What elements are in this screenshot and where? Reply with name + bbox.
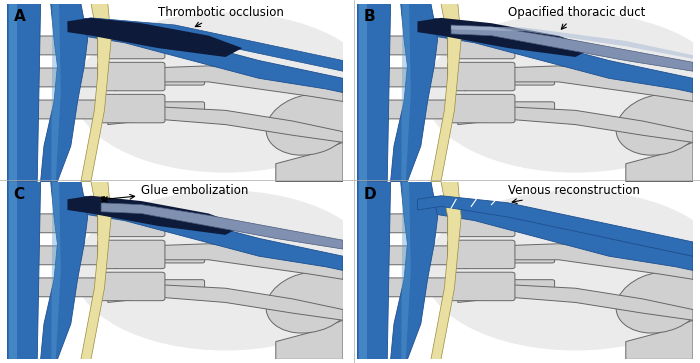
FancyBboxPatch shape — [159, 248, 204, 263]
FancyBboxPatch shape — [21, 278, 107, 297]
Polygon shape — [401, 182, 411, 359]
Ellipse shape — [74, 12, 377, 173]
FancyBboxPatch shape — [509, 38, 554, 53]
Polygon shape — [407, 196, 693, 270]
FancyBboxPatch shape — [371, 214, 457, 233]
Text: Glue embolization: Glue embolization — [107, 184, 248, 199]
FancyBboxPatch shape — [371, 246, 457, 265]
Text: A: A — [14, 9, 25, 24]
FancyBboxPatch shape — [448, 62, 515, 91]
FancyBboxPatch shape — [159, 70, 204, 85]
FancyBboxPatch shape — [21, 214, 107, 233]
FancyBboxPatch shape — [448, 30, 515, 59]
Polygon shape — [465, 66, 693, 101]
Polygon shape — [276, 320, 343, 359]
Ellipse shape — [424, 190, 700, 351]
Polygon shape — [115, 244, 343, 280]
Ellipse shape — [424, 12, 700, 173]
FancyBboxPatch shape — [98, 30, 165, 59]
FancyBboxPatch shape — [98, 240, 165, 269]
Polygon shape — [358, 182, 367, 359]
Polygon shape — [81, 4, 111, 182]
Polygon shape — [67, 18, 343, 71]
FancyBboxPatch shape — [448, 272, 515, 301]
Text: C: C — [14, 187, 24, 202]
Polygon shape — [7, 4, 41, 182]
FancyBboxPatch shape — [159, 102, 204, 117]
FancyBboxPatch shape — [509, 216, 554, 231]
FancyBboxPatch shape — [159, 216, 204, 231]
FancyBboxPatch shape — [371, 68, 457, 87]
FancyBboxPatch shape — [21, 36, 107, 55]
Polygon shape — [108, 285, 343, 320]
FancyBboxPatch shape — [98, 94, 165, 123]
Polygon shape — [276, 142, 343, 182]
FancyBboxPatch shape — [509, 102, 554, 117]
Ellipse shape — [616, 94, 700, 155]
Text: D: D — [364, 187, 377, 202]
FancyBboxPatch shape — [509, 70, 554, 85]
Polygon shape — [67, 18, 242, 57]
Polygon shape — [407, 18, 693, 93]
FancyBboxPatch shape — [371, 278, 457, 297]
Polygon shape — [51, 182, 61, 359]
FancyBboxPatch shape — [509, 248, 554, 263]
Polygon shape — [458, 107, 693, 142]
Polygon shape — [108, 107, 343, 142]
Text: Venous reconstruction: Venous reconstruction — [508, 184, 640, 204]
Polygon shape — [8, 4, 17, 182]
FancyBboxPatch shape — [448, 208, 515, 237]
FancyBboxPatch shape — [21, 246, 107, 265]
Text: Opacified thoracic duct: Opacified thoracic duct — [508, 6, 645, 29]
Polygon shape — [401, 4, 411, 182]
Polygon shape — [41, 4, 88, 182]
Text: Thrombotic occlusion: Thrombotic occlusion — [158, 6, 284, 26]
Polygon shape — [451, 25, 693, 71]
Polygon shape — [101, 203, 343, 249]
Text: B: B — [364, 9, 375, 24]
Polygon shape — [67, 196, 242, 235]
FancyBboxPatch shape — [371, 36, 457, 55]
Polygon shape — [391, 4, 438, 182]
FancyBboxPatch shape — [98, 208, 165, 237]
Polygon shape — [358, 4, 367, 182]
FancyBboxPatch shape — [509, 280, 554, 295]
Polygon shape — [81, 182, 111, 359]
Polygon shape — [417, 18, 592, 57]
Polygon shape — [7, 182, 41, 359]
Polygon shape — [451, 26, 693, 59]
FancyBboxPatch shape — [371, 100, 457, 119]
FancyBboxPatch shape — [21, 100, 107, 119]
Polygon shape — [417, 196, 693, 256]
FancyBboxPatch shape — [98, 62, 165, 91]
Ellipse shape — [266, 272, 353, 333]
Polygon shape — [41, 182, 88, 359]
Polygon shape — [465, 244, 693, 280]
FancyBboxPatch shape — [448, 240, 515, 269]
Polygon shape — [626, 142, 693, 182]
Polygon shape — [357, 182, 391, 359]
Polygon shape — [431, 4, 461, 182]
Polygon shape — [357, 4, 391, 182]
Polygon shape — [115, 66, 343, 101]
Polygon shape — [57, 196, 343, 270]
Polygon shape — [51, 4, 61, 182]
Ellipse shape — [74, 190, 377, 351]
Polygon shape — [8, 182, 17, 359]
Polygon shape — [57, 18, 343, 93]
Polygon shape — [458, 285, 693, 320]
FancyBboxPatch shape — [98, 272, 165, 301]
FancyBboxPatch shape — [21, 68, 107, 87]
FancyBboxPatch shape — [448, 94, 515, 123]
FancyBboxPatch shape — [159, 38, 204, 53]
Polygon shape — [391, 182, 438, 359]
Polygon shape — [626, 320, 693, 359]
Polygon shape — [431, 182, 461, 359]
Ellipse shape — [266, 94, 353, 155]
FancyBboxPatch shape — [159, 280, 204, 295]
Ellipse shape — [616, 272, 700, 333]
